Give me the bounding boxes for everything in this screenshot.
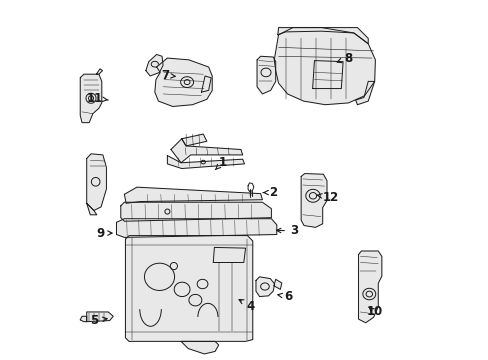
Text: 3: 3	[276, 224, 298, 238]
Polygon shape	[355, 81, 374, 105]
Polygon shape	[274, 28, 375, 105]
Text: 12: 12	[317, 191, 339, 204]
Polygon shape	[80, 74, 102, 123]
Polygon shape	[167, 156, 244, 168]
Text: 1: 1	[215, 156, 226, 170]
Text: 9: 9	[96, 226, 112, 239]
Polygon shape	[255, 277, 274, 297]
Text: 11: 11	[86, 92, 108, 105]
Polygon shape	[257, 56, 275, 94]
Polygon shape	[358, 251, 381, 323]
Polygon shape	[96, 69, 102, 74]
Polygon shape	[301, 174, 326, 227]
Polygon shape	[171, 139, 242, 163]
Polygon shape	[86, 154, 106, 211]
Polygon shape	[145, 54, 163, 76]
Polygon shape	[124, 187, 262, 203]
Text: 10: 10	[366, 306, 382, 319]
Polygon shape	[86, 203, 97, 215]
Text: 4: 4	[239, 300, 255, 313]
Text: 2: 2	[263, 186, 277, 199]
Text: 5: 5	[90, 314, 107, 327]
Polygon shape	[125, 235, 252, 341]
Polygon shape	[80, 316, 86, 321]
Polygon shape	[121, 202, 271, 221]
Polygon shape	[116, 219, 276, 237]
Polygon shape	[182, 134, 206, 146]
Polygon shape	[181, 341, 218, 354]
Polygon shape	[312, 60, 343, 89]
Text: 8: 8	[337, 51, 352, 64]
Polygon shape	[277, 28, 367, 44]
Text: 6: 6	[277, 290, 292, 303]
Polygon shape	[201, 76, 211, 92]
Polygon shape	[273, 279, 281, 289]
Polygon shape	[155, 58, 212, 107]
Polygon shape	[86, 312, 113, 321]
Text: 7: 7	[161, 69, 175, 82]
